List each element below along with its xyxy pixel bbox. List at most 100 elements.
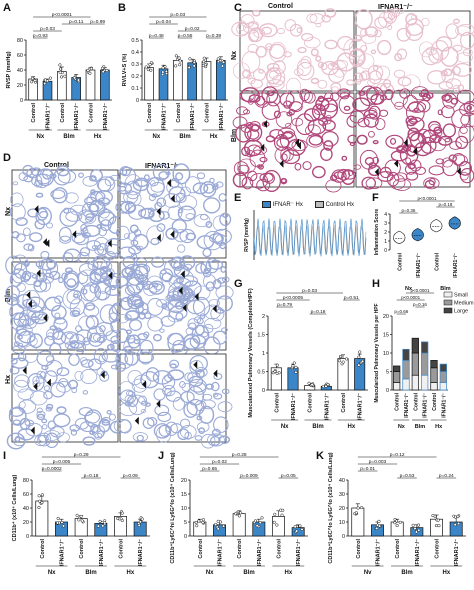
x-tick-label: IFNAR1⁻/⁻ bbox=[441, 393, 447, 418]
panel-letter-f: F bbox=[372, 192, 379, 204]
y-tick-label: 0.1 bbox=[131, 86, 139, 92]
x-tick-label: Control bbox=[341, 393, 347, 413]
panel-letter-j: J bbox=[158, 450, 165, 462]
data-point bbox=[144, 65, 148, 69]
alveolus bbox=[179, 270, 194, 288]
data-point bbox=[178, 59, 182, 63]
x-tick-label: Control bbox=[434, 252, 440, 270]
data-point bbox=[434, 523, 439, 528]
data-point bbox=[220, 64, 224, 68]
arrowhead-marker bbox=[374, 167, 379, 176]
alveolus bbox=[322, 116, 332, 125]
x-tick-label: IFNAR1⁻/⁻ bbox=[415, 539, 421, 566]
alveolus bbox=[183, 401, 198, 418]
alveolus bbox=[261, 101, 280, 120]
y-axis-label: CD11b⁺ (x10⁴ Cells/Lung) bbox=[11, 474, 18, 541]
panel-letter-i: I bbox=[3, 450, 7, 462]
alveolus bbox=[164, 388, 172, 396]
data-point bbox=[337, 359, 342, 363]
alveolus bbox=[108, 413, 116, 421]
alveolus bbox=[156, 197, 167, 208]
alveolus bbox=[343, 105, 351, 111]
pvalue-label: p=0.28 bbox=[232, 452, 247, 458]
alveolus bbox=[246, 129, 260, 140]
pvalue-label: p=0.05 bbox=[281, 473, 296, 479]
alveolus bbox=[364, 26, 379, 38]
y-tick-label: 0 bbox=[342, 534, 345, 540]
alveolus bbox=[180, 297, 189, 307]
alveolus bbox=[192, 296, 211, 317]
alveolus bbox=[221, 276, 230, 283]
pvalue-label: p=0.03 bbox=[40, 26, 55, 32]
alveolus bbox=[80, 369, 98, 385]
y-tick-label: 15 bbox=[181, 492, 187, 498]
x-tick-label: Control bbox=[198, 539, 204, 559]
y-tick-label: 20 bbox=[339, 506, 345, 512]
alveolus bbox=[113, 419, 132, 433]
alveolus bbox=[346, 79, 355, 86]
x-tick-label: Control bbox=[79, 539, 85, 559]
arrowhead-marker bbox=[142, 380, 147, 389]
arrowhead-marker bbox=[194, 292, 199, 301]
x-tick-label: IFNAR1⁻/⁻ bbox=[416, 253, 422, 278]
alveolus bbox=[160, 269, 167, 275]
x-tick-label: Control bbox=[40, 539, 46, 559]
alveolus bbox=[393, 172, 408, 182]
data-point bbox=[292, 361, 296, 365]
alveolus bbox=[132, 432, 148, 442]
data-point bbox=[138, 520, 142, 524]
data-point bbox=[37, 494, 41, 498]
alveolus bbox=[84, 302, 96, 311]
alveolus bbox=[137, 351, 155, 364]
alveolus bbox=[36, 407, 43, 413]
alveolus bbox=[247, 144, 261, 157]
data-point bbox=[177, 56, 181, 60]
d-col-control: Control bbox=[44, 162, 69, 169]
stacked-segment-small bbox=[393, 382, 401, 391]
chart-j-ly6chi: 0 5 10 15 20 CD11b⁺Ly6C^hi Ly6G^lo (x10⁴ Cell… bbox=[169, 452, 308, 576]
alveolus bbox=[36, 413, 46, 421]
alveolus bbox=[243, 109, 251, 115]
alveolus bbox=[221, 388, 230, 395]
alveolus bbox=[36, 410, 46, 418]
x-tick-label: Control bbox=[31, 103, 37, 123]
alveolus bbox=[99, 266, 112, 278]
data-point bbox=[295, 529, 299, 533]
alveolus bbox=[167, 332, 186, 353]
data-point bbox=[255, 524, 259, 528]
alveolus bbox=[360, 70, 371, 81]
alveolus bbox=[159, 268, 174, 282]
alveolus bbox=[259, 172, 274, 183]
chart-e-trace: RVSP (mmHg) bbox=[244, 210, 367, 260]
alveolus bbox=[97, 430, 105, 438]
y-tick-label: 1.5 bbox=[257, 333, 265, 339]
pvalue-label: p=0.03 bbox=[170, 12, 185, 18]
alveolus bbox=[353, 72, 364, 83]
alveolus bbox=[385, 134, 404, 149]
alveolus bbox=[124, 174, 143, 196]
pvalue-label: p<0.0005 bbox=[283, 295, 303, 301]
alveolus bbox=[310, 48, 319, 57]
x-tick-label: Control bbox=[147, 103, 153, 123]
alveolus bbox=[142, 417, 155, 430]
data-point bbox=[192, 64, 196, 68]
alveolus bbox=[72, 293, 79, 298]
alveolus bbox=[41, 364, 49, 371]
alveolus bbox=[127, 273, 145, 294]
alveolus bbox=[82, 224, 101, 237]
data-point bbox=[300, 527, 304, 531]
alveolus bbox=[211, 381, 220, 392]
x-tick-label: IFNAR1⁻/⁻ bbox=[358, 393, 364, 420]
alveolus bbox=[128, 319, 142, 331]
alveolus bbox=[219, 241, 227, 250]
data-point bbox=[377, 519, 381, 523]
alveolus bbox=[28, 310, 41, 318]
pvalue-label: p=0.11 bbox=[69, 19, 84, 25]
alveolus bbox=[80, 223, 88, 232]
data-point bbox=[393, 521, 397, 525]
data-point bbox=[275, 363, 279, 367]
data-point bbox=[234, 512, 238, 516]
pvalue-label: p=0.09 bbox=[123, 473, 138, 479]
alveolus bbox=[266, 62, 280, 72]
condition-label: Blm bbox=[312, 424, 323, 430]
